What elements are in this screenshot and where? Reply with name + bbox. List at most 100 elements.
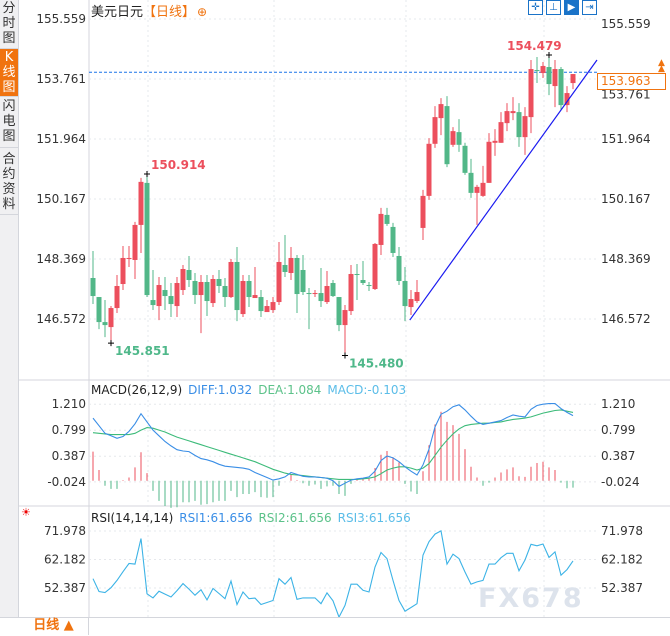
candle <box>300 254 306 296</box>
macd-tick-left: 0.387 <box>52 449 86 463</box>
rsi-label: RSI(14,14,14) <box>91 511 174 525</box>
extreme-label: 154.479 <box>507 39 562 53</box>
candle-body <box>354 273 360 276</box>
candle-body <box>150 300 156 306</box>
candle <box>90 250 96 305</box>
candle-body <box>348 273 354 312</box>
candle-body <box>390 226 396 253</box>
candle-body <box>204 282 210 302</box>
candle <box>132 221 138 280</box>
tab-timeshare[interactable]: 分时图 <box>0 0 18 49</box>
candle <box>246 275 252 308</box>
move-right-icon[interactable]: ⇥ <box>582 0 597 15</box>
sidebar: 分时图 K线图 闪电图 合约资料 <box>0 0 19 617</box>
candle <box>480 165 486 197</box>
price-tick-right: 151.964 <box>601 132 651 146</box>
candle-body <box>516 112 522 138</box>
candle <box>546 55 552 96</box>
candle-body <box>528 69 534 118</box>
candle <box>240 275 246 318</box>
macd-tick-left: 0.799 <box>52 423 86 437</box>
candle-body <box>186 269 192 281</box>
tab-kline[interactable]: K线图 <box>0 49 18 97</box>
candle <box>510 97 516 121</box>
rsi1-value: RSI1:61.656 <box>179 511 253 525</box>
timeframe-label[interactable]: 【日线】 <box>143 5 196 20</box>
range-select-icon[interactable]: ⊥ <box>546 0 561 15</box>
candle <box>528 60 534 134</box>
candle <box>108 306 114 344</box>
rsi-tick-left: 52.387 <box>44 581 86 595</box>
plus-circle-icon[interactable]: ⊕ <box>197 5 208 19</box>
settings-sun-icon[interactable]: ☀ <box>21 506 31 519</box>
double-up-arrow-icon[interactable]: ▲ ▲ <box>658 58 665 74</box>
period-button[interactable]: 日线 ▲ <box>19 617 89 635</box>
tab-label: 闪电图 <box>2 99 16 144</box>
macd-tick-left: -0.024 <box>47 475 86 489</box>
candle-body <box>168 296 174 305</box>
candle <box>378 207 384 255</box>
candle-body <box>462 145 468 173</box>
candle <box>210 275 216 308</box>
candle <box>294 254 300 314</box>
macd-value: MACD:-0.103 <box>327 383 407 397</box>
candle-body <box>426 143 432 196</box>
candle <box>96 297 102 330</box>
candle <box>192 272 198 305</box>
triangle-up-icon: ▲ <box>63 618 74 633</box>
rsi-line <box>92 530 574 619</box>
candle-body <box>336 297 342 326</box>
rsi-tick-left: 62.182 <box>44 553 86 567</box>
candle <box>348 264 354 316</box>
candle-body <box>504 111 510 124</box>
candle-body <box>252 295 258 299</box>
price-tick-left: 148.369 <box>36 252 86 266</box>
price-tick-right: 148.369 <box>601 252 651 266</box>
chart-toolbar: ✛ ⊥ ▶ ⇥ <box>528 0 597 15</box>
candle-body <box>264 306 270 313</box>
candle-body <box>510 111 516 114</box>
candle-body <box>414 292 420 302</box>
candle-body <box>162 290 168 297</box>
candle <box>120 245 126 291</box>
tab-contract-info[interactable]: 合约资料 <box>0 148 18 215</box>
candle <box>498 112 504 143</box>
play-forward-icon[interactable]: ▶ <box>564 0 579 15</box>
candle-body <box>444 106 450 165</box>
candle-body <box>222 286 228 298</box>
extreme-marker <box>342 352 348 359</box>
candle <box>174 277 180 318</box>
candle <box>456 119 462 152</box>
candle-body <box>432 117 438 144</box>
candle <box>318 267 324 308</box>
period-label: 日线 <box>33 618 60 633</box>
price-tick-left: 151.964 <box>36 132 86 146</box>
candle-body <box>342 310 348 326</box>
candle <box>366 282 372 292</box>
candle-body <box>126 257 132 259</box>
date-axis-bar <box>0 617 670 636</box>
tab-flash[interactable]: 闪电图 <box>0 97 18 148</box>
candle <box>162 277 168 311</box>
candle <box>306 288 312 330</box>
candle-body <box>564 93 570 106</box>
macd-diff-value: DIFF:1.032 <box>188 383 253 397</box>
candle <box>426 138 432 200</box>
price-tick-right: 150.167 <box>601 192 651 206</box>
trendline <box>409 59 598 321</box>
candle-body <box>240 281 246 315</box>
candle-body <box>366 285 372 287</box>
candle-body <box>522 116 528 138</box>
candle <box>234 246 240 322</box>
extreme-label: 145.480 <box>349 356 404 370</box>
tab-label: K线图 <box>2 50 16 95</box>
extreme-label: 145.851 <box>115 344 170 358</box>
candle-body <box>312 293 318 295</box>
candle-body <box>474 186 480 193</box>
extreme-marker <box>144 171 150 178</box>
crosshair-icon[interactable]: ✛ <box>528 0 543 15</box>
candle-body <box>258 297 264 312</box>
candle <box>336 297 342 332</box>
candle <box>402 266 408 322</box>
